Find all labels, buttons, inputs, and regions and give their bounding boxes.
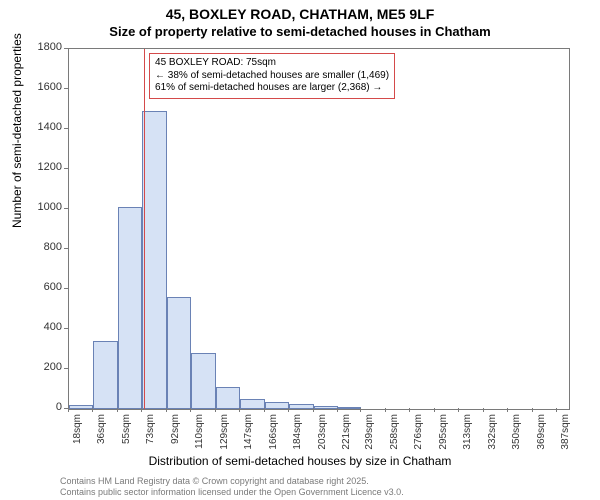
y-tick-label: 1200 xyxy=(22,161,62,173)
x-tick-mark xyxy=(458,408,459,412)
x-tick-mark xyxy=(215,408,216,412)
annotation-line-1: 45 BOXLEY ROAD: 75sqm xyxy=(155,57,389,70)
annotation-line-2: ← 38% of semi-detached houses are smalle… xyxy=(155,70,389,83)
chart-container: 45, BOXLEY ROAD, CHATHAM, ME5 9LF Size o… xyxy=(0,0,600,500)
x-tick-mark xyxy=(117,408,118,412)
attribution-line-1: Contains HM Land Registry data © Crown c… xyxy=(60,476,404,487)
chart-title-sub: Size of property relative to semi-detach… xyxy=(0,24,600,39)
x-tick-mark xyxy=(507,408,508,412)
x-tick-mark xyxy=(166,408,167,412)
x-tick-mark xyxy=(239,408,240,412)
histogram-bar xyxy=(338,407,362,409)
y-tick-label: 1800 xyxy=(22,41,62,53)
plot-area: 45 BOXLEY ROAD: 75sqm ← 38% of semi-deta… xyxy=(68,48,570,410)
property-marker-line xyxy=(144,49,145,409)
histogram-bar xyxy=(118,207,142,409)
histogram-bar xyxy=(314,406,338,409)
x-tick-mark xyxy=(409,408,410,412)
histogram-bar xyxy=(69,405,93,409)
x-tick-mark xyxy=(288,408,289,412)
histogram-bar xyxy=(93,341,118,409)
x-tick-mark xyxy=(264,408,265,412)
x-tick-mark xyxy=(190,408,191,412)
histogram-bar xyxy=(167,297,191,409)
y-tick-label: 800 xyxy=(22,241,62,253)
histogram-bar xyxy=(289,404,314,409)
x-tick-mark xyxy=(337,408,338,412)
x-tick-mark xyxy=(141,408,142,412)
x-tick-mark xyxy=(313,408,314,412)
annotation-line-3: 61% of semi-detached houses are larger (… xyxy=(155,82,389,95)
y-tick-label: 400 xyxy=(22,321,62,333)
x-tick-mark xyxy=(92,408,93,412)
histogram-bar xyxy=(191,353,216,409)
y-tick-label: 1000 xyxy=(22,201,62,213)
chart-title-main: 45, BOXLEY ROAD, CHATHAM, ME5 9LF xyxy=(0,6,600,22)
attribution-line-2: Contains public sector information licen… xyxy=(60,487,404,498)
y-tick-label: 1400 xyxy=(22,121,62,133)
histogram-bar xyxy=(142,111,167,409)
attribution-text: Contains HM Land Registry data © Crown c… xyxy=(60,476,404,498)
x-tick-mark xyxy=(360,408,361,412)
x-tick-mark xyxy=(434,408,435,412)
y-tick-label: 600 xyxy=(22,281,62,293)
y-tick-label: 200 xyxy=(22,361,62,373)
x-tick-mark xyxy=(483,408,484,412)
y-tick-label: 0 xyxy=(22,401,62,413)
histogram-bar xyxy=(265,402,289,409)
histogram-bar xyxy=(216,387,240,409)
x-tick-mark xyxy=(556,408,557,412)
annotation-box: 45 BOXLEY ROAD: 75sqm ← 38% of semi-deta… xyxy=(149,53,395,99)
x-tick-mark xyxy=(385,408,386,412)
histogram-bar xyxy=(240,399,265,409)
y-tick-label: 1600 xyxy=(22,81,62,93)
x-tick-mark xyxy=(532,408,533,412)
x-tick-mark xyxy=(68,408,69,412)
x-axis-label: Distribution of semi-detached houses by … xyxy=(0,454,600,468)
